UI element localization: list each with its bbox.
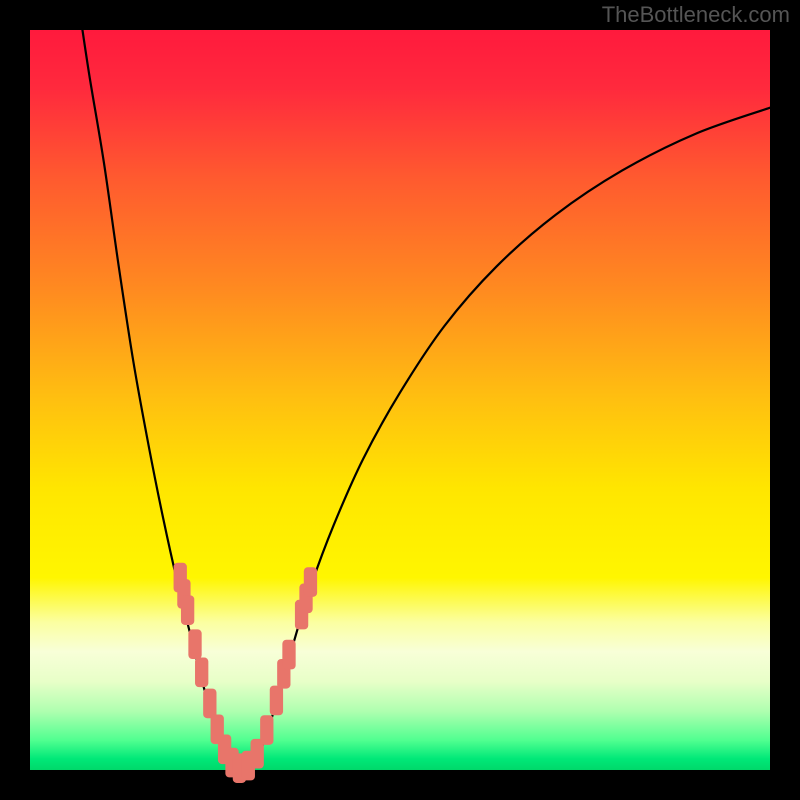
page-root: TheBottleneck.com [0,0,800,800]
data-marker [181,595,194,625]
data-marker [270,686,283,716]
data-marker [282,640,295,670]
data-marker [304,567,317,597]
data-marker [260,715,273,745]
watermark-label: TheBottleneck.com [602,2,790,28]
data-marker [195,658,208,688]
data-marker [203,689,216,719]
bottleneck-chart [0,0,800,800]
data-marker [188,629,201,659]
